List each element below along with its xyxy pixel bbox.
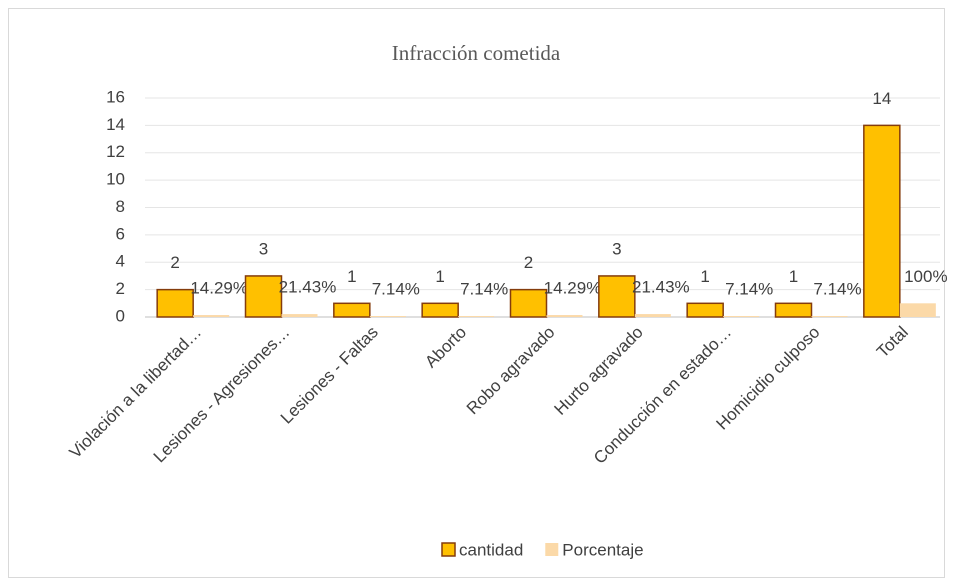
bar xyxy=(421,302,459,318)
data-label: 3 xyxy=(259,239,268,258)
legend-swatch xyxy=(545,543,559,556)
data-label: 14 xyxy=(872,89,891,108)
y-tick-label: 2 xyxy=(116,279,125,298)
y-tick-label: 14 xyxy=(106,115,125,134)
bar xyxy=(458,316,495,317)
data-label: 2 xyxy=(170,253,179,272)
data-label: 1 xyxy=(435,267,444,286)
data-label: 7.14% xyxy=(725,280,773,299)
data-label: 21.43% xyxy=(632,278,690,297)
data-label: 100% xyxy=(904,267,947,286)
bar xyxy=(634,314,671,317)
bar xyxy=(811,316,848,317)
bar xyxy=(686,302,724,318)
bar xyxy=(774,302,813,318)
data-label: 2 xyxy=(524,253,533,272)
y-tick-label: 6 xyxy=(116,224,125,243)
data-label: 7.14% xyxy=(813,280,861,299)
bar xyxy=(723,316,760,317)
y-tick-label: 10 xyxy=(106,170,125,189)
chart-title: Infracción cometida xyxy=(392,41,561,65)
bar xyxy=(598,275,636,318)
data-label: 21.43% xyxy=(279,278,337,297)
bar xyxy=(156,288,194,318)
legend-swatch xyxy=(441,542,456,557)
legend-label: cantidad xyxy=(459,540,523,559)
data-label: 14.29% xyxy=(544,279,602,298)
bar xyxy=(899,303,936,317)
y-tick-label: 0 xyxy=(116,306,125,325)
bar xyxy=(863,124,901,318)
bar xyxy=(333,302,371,318)
y-tick-label: 16 xyxy=(106,87,125,106)
legend-label: Porcentaje xyxy=(562,540,643,559)
bar xyxy=(244,275,283,318)
data-label: 14.29% xyxy=(190,279,248,298)
y-tick-label: 12 xyxy=(106,142,125,161)
data-label: 7.14% xyxy=(460,280,508,299)
bar xyxy=(281,314,318,317)
data-label: 1 xyxy=(347,267,356,286)
y-tick-label: 8 xyxy=(116,197,125,216)
bar xyxy=(546,315,583,317)
data-label: 3 xyxy=(612,239,621,258)
data-label: 1 xyxy=(789,267,798,286)
bar xyxy=(509,288,548,318)
y-tick-label: 4 xyxy=(116,252,125,271)
data-label: 1 xyxy=(700,267,709,286)
bar xyxy=(193,315,230,317)
data-label: 7.14% xyxy=(372,280,420,299)
bar xyxy=(369,316,406,317)
